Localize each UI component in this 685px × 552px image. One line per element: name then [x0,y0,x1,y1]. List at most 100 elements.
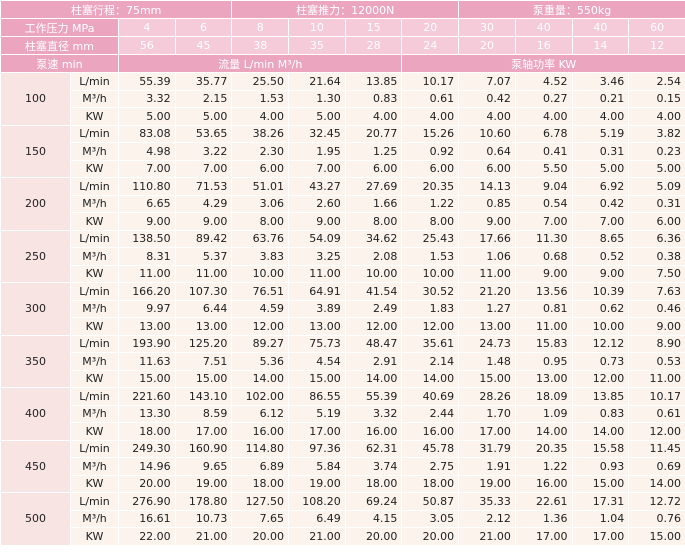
value: 4.00 [401,107,460,126]
value: 1.48 [458,352,516,371]
value: 13.00 [174,317,233,336]
value: 0.31 [571,142,630,161]
value: 71.53 [174,177,233,196]
value: 21.00 [174,527,233,546]
unit: L/min [70,282,119,301]
unit: L/min [70,334,119,353]
value: 17.00 [458,422,516,441]
value: 10.60 [458,124,516,143]
value: 17.66 [458,229,516,248]
value: 1.22 [514,457,573,476]
value: 14.13 [458,177,516,196]
value: 20.00 [118,474,176,493]
value: 3.46 [571,72,630,91]
value: 89.27 [231,334,290,353]
value: 16.00 [514,474,573,493]
value: 89.42 [174,229,233,248]
power-header: 泵轴功率 KW [401,54,685,73]
value: 6.89 [231,457,290,476]
value: 0.42 [458,89,516,108]
value: 11.00 [514,317,573,336]
value: 108.20 [288,492,346,511]
value: 53.65 [174,124,233,143]
value: 0.95 [514,352,573,371]
value: 10.00 [401,264,460,283]
value: 221.60 [118,387,176,406]
value: 7.50 [628,264,685,283]
value: 8.65 [571,229,630,248]
unit: KW [70,264,119,283]
diameter-value: 16 [514,36,573,55]
value: 3.22 [174,142,233,161]
value: 31.79 [458,439,516,458]
value: 17.00 [288,422,346,441]
value: 30.52 [401,282,460,301]
value: 20.35 [401,177,460,196]
value: 51.01 [231,177,290,196]
value: 2.08 [344,247,403,266]
value: 7.51 [174,352,233,371]
value: 1.04 [571,509,630,528]
value: 0.76 [628,509,685,528]
value: 7.00 [174,159,233,178]
value: 0.21 [571,89,630,108]
value: 18.00 [344,474,403,493]
value: 9.00 [514,264,573,283]
value: 1.91 [458,457,516,476]
value: 4.00 [231,107,290,126]
value: 20.77 [344,124,403,143]
diameter-value: 56 [118,36,176,55]
value: 3.05 [401,509,460,528]
value: 0.41 [514,142,573,161]
value: 54.09 [288,229,346,248]
value: 17.00 [174,422,233,441]
table-row: 200 L/min 110.80 71.53 51.01 43.27 27.69 20.35 1… [0,177,685,231]
value: 11.45 [628,439,685,458]
value: 6.49 [288,509,346,528]
table-row: M³/h 14.96 9.65 6.89 5.84 3.74 2.75 1.91 1.22 0.9… [1,457,685,476]
speed: 350 [0,334,71,388]
value: 28.26 [458,387,516,406]
thrust: 柱塞推力：12000N [231,0,460,19]
value: 249.30 [118,439,176,458]
unit: KW [70,474,119,493]
value: 5.19 [571,124,630,143]
speed: 250 [0,229,71,283]
value: 2.30 [231,142,290,161]
value: 0.46 [628,299,685,318]
value: 11.30 [514,229,573,248]
diameter-value: 38 [231,36,290,55]
table-row: KW 13.00 13.00 12.00 13.00 12.00 12.00 13.00 11.… [1,317,685,336]
value: 9.00 [628,317,685,336]
value: 27.69 [344,177,403,196]
value: 110.80 [118,177,176,196]
value: 5.00 [174,107,233,126]
value: 14.00 [571,422,630,441]
table-row: KW 9.00 9.00 8.00 9.00 8.00 8.00 9.00 7.00 7.00 6.… [1,212,685,231]
unit: KW [70,212,119,231]
value: 10.00 [231,264,290,283]
table-row: 柱塞行程：75mm 柱塞推力：12000N 泵重量：550kg [0,0,685,19]
value: 35.77 [174,72,233,91]
value: 14.00 [628,474,685,493]
table-row: 350 L/min 193.90 125.20 89.27 75.73 48.47 35.61… [0,334,685,388]
value: 6.00 [401,159,460,178]
value: 83.08 [118,124,176,143]
value: 3.82 [628,124,685,143]
speed: 400 [0,387,71,441]
value: 12.00 [344,317,403,336]
value: 125.20 [174,334,233,353]
value: 11.00 [628,369,685,388]
unit: M³/h [70,509,119,528]
value: 2.15 [174,89,233,108]
value: 5.50 [514,159,573,178]
pressure-value: 30 [458,18,516,37]
speed: 150 [0,124,71,178]
table-row: 500 L/min 276.90 178.80 127.50 108.20 69.24 50.… [0,492,685,546]
value: 7.07 [458,72,516,91]
value: 18.00 [118,422,176,441]
value: 9.00 [174,212,233,231]
value: 4.00 [514,107,573,126]
value: 4.00 [571,107,630,126]
value: 10.73 [174,509,233,528]
